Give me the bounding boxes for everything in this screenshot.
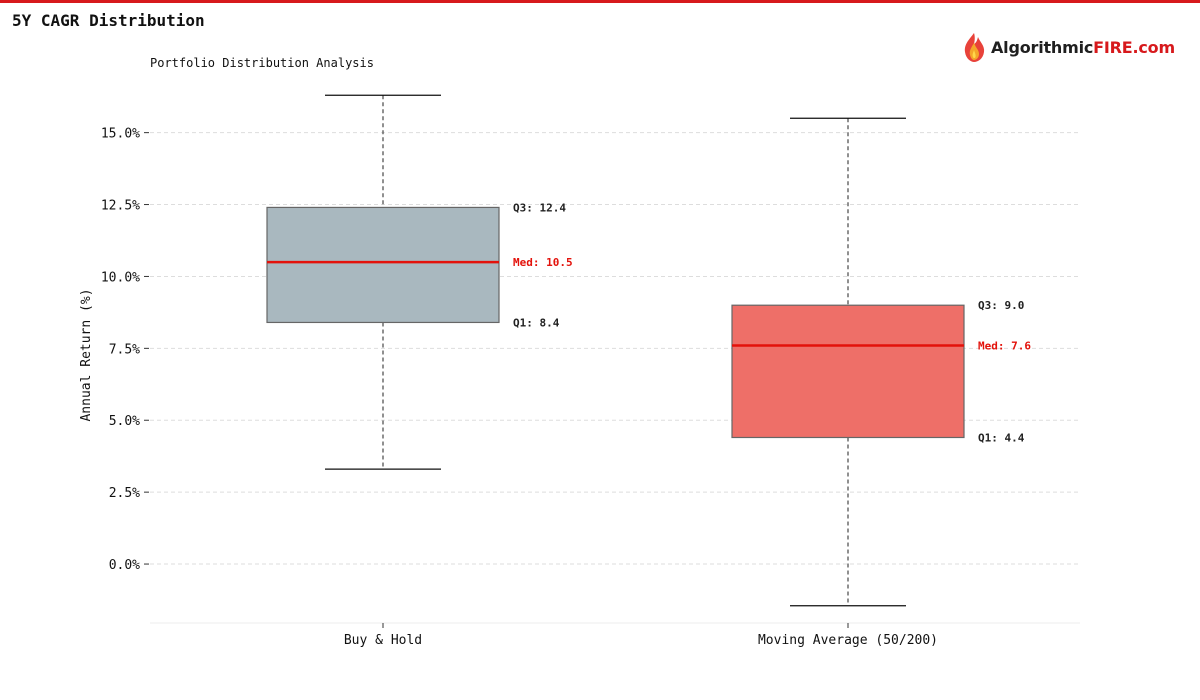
median-label: Med: 10.5 xyxy=(513,256,573,269)
y-tick-label: 7.5% xyxy=(109,342,140,357)
x-tick-label: Moving Average (50/200) xyxy=(758,633,938,648)
chart-subtitle: Portfolio Distribution Analysis xyxy=(150,56,374,70)
box-iqr xyxy=(266,206,500,324)
top-accent-bar xyxy=(0,0,1200,3)
y-tick-label: 5.0% xyxy=(109,414,140,429)
q1-label: Q1: 4.4 xyxy=(978,431,1025,444)
y-axis-label: Annual Return (%) xyxy=(79,288,94,421)
brand-name-suffix: FIRE.com xyxy=(1093,37,1175,57)
q1-label: Q1: 8.4 xyxy=(513,316,560,329)
y-tick-label: 10.0% xyxy=(101,270,140,285)
page-title: 5Y CAGR Distribution xyxy=(12,11,205,30)
x-tick-label: Buy & Hold xyxy=(344,633,422,648)
y-tick-label: 15.0% xyxy=(101,127,140,142)
y-tick-label: 2.5% xyxy=(109,486,140,501)
y-tick-label: 12.5% xyxy=(101,199,140,214)
box-iqr xyxy=(731,304,965,439)
brand-logo: AlgorithmicFIRE.com xyxy=(960,30,1175,64)
median-label: Med: 7.6 xyxy=(978,339,1031,352)
y-tick-label: 0.0% xyxy=(109,558,140,573)
q3-label: Q3: 12.4 xyxy=(513,201,566,214)
brand-name-prefix: Algorithmic xyxy=(991,37,1094,57)
flame-icon xyxy=(964,33,985,62)
q3-label: Q3: 9.0 xyxy=(978,299,1024,312)
brand-name: AlgorithmicFIRE.com xyxy=(991,38,1175,57)
